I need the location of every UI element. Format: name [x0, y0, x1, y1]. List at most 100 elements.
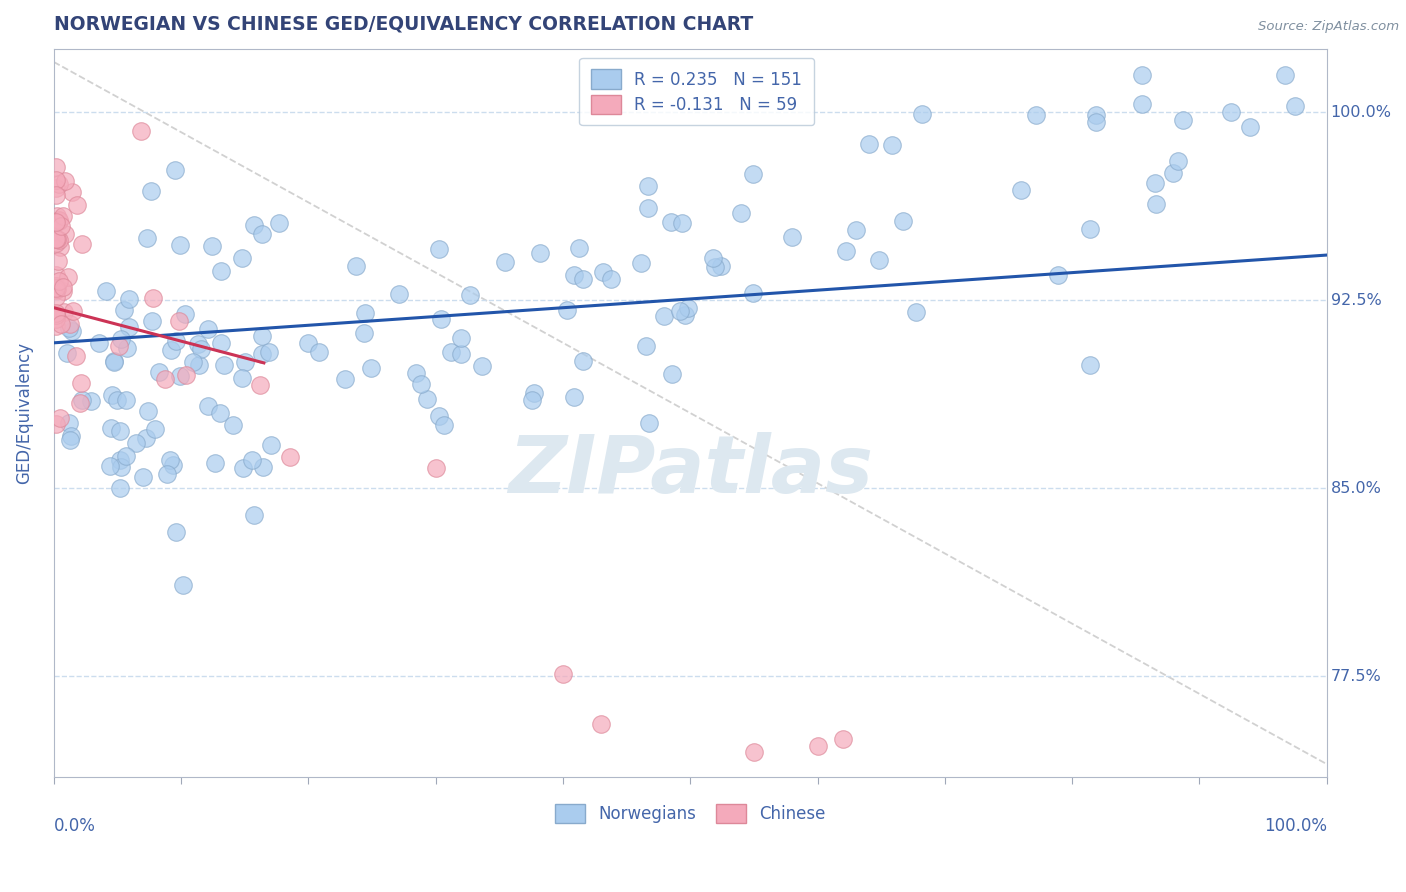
Point [652, 309, 675, 323]
Point [673, 308, 696, 322]
Point [115, 341, 138, 355]
Point [1274, 68, 1296, 82]
Point [232, 460, 254, 475]
Point [101, 388, 124, 402]
Point [233, 355, 256, 369]
Point [162, 458, 184, 473]
Point [46, 232, 69, 246]
Point [148, 365, 170, 379]
Point [48, 233, 70, 247]
Point [115, 449, 138, 463]
Legend: Norwegians, Chinese: Norwegians, Chinese [548, 797, 832, 830]
Point [1167, 154, 1189, 169]
Point [159, 452, 181, 467]
Y-axis label: GED/Equivalency: GED/Equivalency [15, 342, 32, 484]
Point [139, 184, 162, 198]
Point [66, 198, 89, 212]
Point [806, 739, 828, 753]
Point [132, 470, 155, 484]
Point [45, 318, 67, 333]
Point [188, 358, 211, 372]
Point [1084, 115, 1107, 129]
Point [204, 456, 226, 470]
Point [165, 524, 187, 539]
Point [96, 285, 118, 299]
Point [630, 256, 652, 270]
Point [125, 436, 148, 450]
Point [252, 347, 274, 361]
Point [49, 410, 72, 425]
Point [260, 437, 283, 451]
Point [1025, 107, 1047, 121]
Point [529, 246, 551, 260]
Point [56, 270, 79, 285]
Point [637, 178, 659, 193]
Point [55, 345, 77, 359]
Point [165, 334, 187, 348]
Point [297, 336, 319, 351]
Point [1284, 99, 1306, 113]
Point [222, 417, 245, 432]
Point [242, 453, 264, 467]
Point [905, 305, 928, 319]
Point [471, 359, 494, 373]
Point [108, 339, 131, 353]
Point [591, 717, 613, 731]
Point [416, 392, 439, 407]
Point [868, 253, 890, 268]
Point [48, 214, 70, 228]
Point [143, 421, 166, 435]
Point [110, 332, 132, 346]
Point [136, 230, 159, 244]
Point [572, 353, 595, 368]
Point [65, 349, 87, 363]
Point [388, 287, 411, 301]
Point [69, 396, 91, 410]
Point [45, 232, 67, 246]
Point [197, 322, 219, 336]
Point [136, 404, 159, 418]
Point [59, 318, 82, 332]
Point [51, 317, 73, 331]
Point [181, 355, 204, 369]
Point [45, 283, 67, 297]
Point [100, 421, 122, 435]
Point [1171, 113, 1194, 128]
Point [269, 216, 291, 230]
Point [891, 214, 914, 228]
Point [858, 136, 880, 151]
Point [60, 186, 83, 200]
Point [780, 230, 803, 244]
Point [1084, 108, 1107, 122]
Point [58, 417, 80, 431]
Point [105, 393, 128, 408]
Text: NORWEGIAN VS CHINESE GED/EQUIVALENCY CORRELATION CHART: NORWEGIAN VS CHINESE GED/EQUIVALENCY COR… [53, 15, 754, 34]
Point [430, 311, 453, 326]
Point [45, 180, 67, 194]
Point [637, 201, 659, 215]
Point [141, 314, 163, 328]
Point [52, 210, 75, 224]
Point [169, 238, 191, 252]
Point [45, 235, 67, 250]
Point [450, 347, 472, 361]
Point [197, 400, 219, 414]
Point [48, 177, 70, 191]
Point [671, 217, 693, 231]
Point [250, 329, 273, 343]
Point [58, 321, 80, 335]
Point [661, 368, 683, 382]
Point [72, 393, 94, 408]
Point [659, 214, 682, 228]
Point [201, 239, 224, 253]
Point [52, 284, 75, 298]
Point [592, 265, 614, 279]
Text: 85.0%: 85.0% [1330, 481, 1382, 496]
Point [409, 376, 432, 391]
Point [45, 305, 67, 319]
Point [103, 354, 125, 368]
Point [257, 344, 280, 359]
Point [678, 301, 700, 316]
Point [425, 460, 447, 475]
Point [110, 459, 132, 474]
